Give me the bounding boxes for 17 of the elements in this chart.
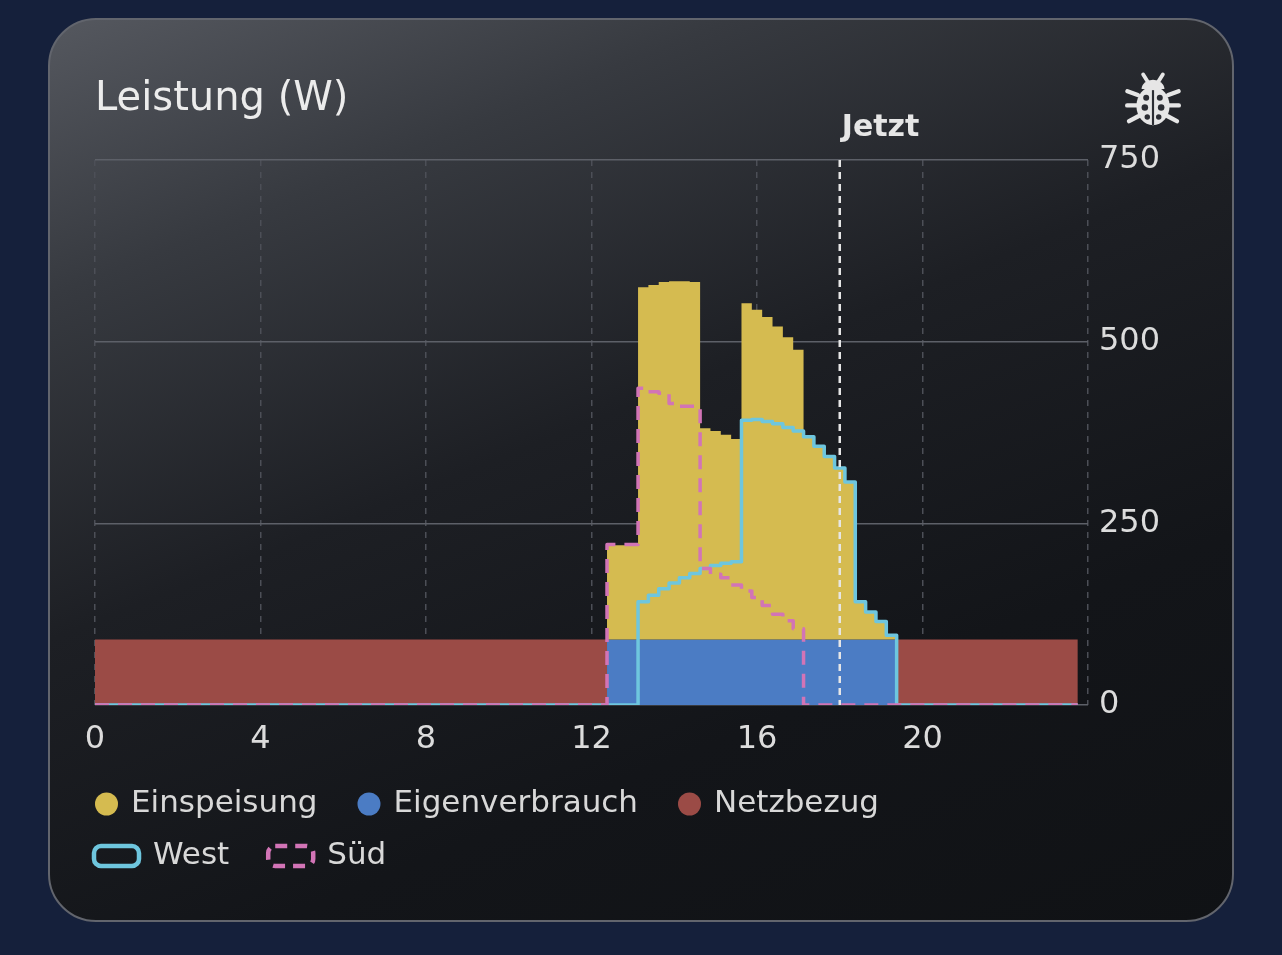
x-tick-label: 4 bbox=[250, 717, 271, 756]
y-tick-label: 750 bbox=[1099, 138, 1161, 177]
y-tick-label: 250 bbox=[1099, 501, 1161, 540]
y-tick-label: 500 bbox=[1099, 319, 1161, 358]
x-tick-label: 0 bbox=[84, 717, 106, 756]
x-tick-label: 12 bbox=[571, 717, 612, 756]
ref-line-label: Jetzt bbox=[839, 107, 920, 143]
legend-label: Eigenverbrauch bbox=[393, 783, 639, 820]
legend-label: West bbox=[153, 835, 230, 872]
legend-label: Netzbezug bbox=[714, 783, 880, 820]
legend-label: Süd bbox=[327, 835, 387, 872]
y-tick-label: 0 bbox=[1099, 683, 1120, 722]
chart-title: Leistung (W) bbox=[95, 73, 349, 120]
x-tick-label: 8 bbox=[415, 717, 437, 756]
x-tick-label: 20 bbox=[902, 717, 943, 756]
legend-label: Einspeisung bbox=[131, 783, 318, 820]
x-tick-label: 16 bbox=[736, 717, 778, 756]
